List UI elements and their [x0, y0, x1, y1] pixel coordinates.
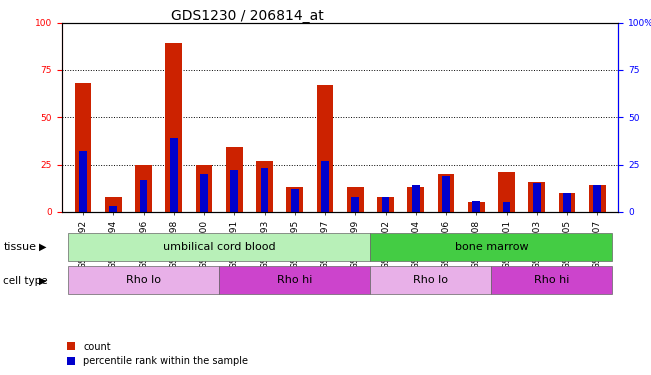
- Text: ▶: ▶: [39, 242, 47, 252]
- Bar: [68, 232, 370, 261]
- Legend: count, percentile rank within the sample: count, percentile rank within the sample: [66, 342, 248, 366]
- Bar: [498, 172, 515, 212]
- Bar: [533, 183, 540, 212]
- Bar: [473, 201, 480, 212]
- Bar: [68, 266, 219, 294]
- Text: bone marrow: bone marrow: [454, 242, 528, 252]
- Bar: [503, 202, 510, 212]
- Bar: [370, 232, 613, 261]
- Bar: [219, 266, 370, 294]
- Bar: [316, 85, 333, 212]
- Bar: [170, 138, 178, 212]
- Bar: [75, 83, 91, 212]
- Bar: [594, 185, 601, 212]
- Bar: [286, 187, 303, 212]
- Bar: [377, 197, 394, 212]
- Bar: [352, 197, 359, 212]
- Bar: [381, 197, 389, 212]
- Bar: [196, 165, 212, 212]
- Bar: [256, 161, 273, 212]
- Bar: [261, 168, 268, 212]
- Bar: [291, 189, 299, 212]
- Bar: [165, 44, 182, 212]
- Bar: [109, 206, 117, 212]
- Bar: [79, 151, 87, 212]
- Text: ▶: ▶: [39, 276, 47, 285]
- Bar: [529, 182, 545, 212]
- Bar: [492, 266, 613, 294]
- Bar: [321, 161, 329, 212]
- Bar: [468, 202, 484, 212]
- Bar: [559, 193, 575, 212]
- Text: Rho lo: Rho lo: [126, 275, 161, 285]
- Text: tissue: tissue: [3, 242, 36, 252]
- Bar: [412, 185, 419, 212]
- Bar: [135, 165, 152, 212]
- Text: Rho hi: Rho hi: [277, 275, 312, 285]
- Text: Rho hi: Rho hi: [534, 275, 570, 285]
- Bar: [370, 266, 492, 294]
- Text: umbilical cord blood: umbilical cord blood: [163, 242, 275, 252]
- Text: cell type: cell type: [3, 276, 48, 285]
- Bar: [105, 197, 122, 212]
- Bar: [201, 174, 208, 212]
- Bar: [230, 170, 238, 212]
- Bar: [140, 180, 147, 212]
- Bar: [408, 187, 424, 212]
- Bar: [437, 174, 454, 212]
- Text: GDS1230 / 206814_at: GDS1230 / 206814_at: [171, 9, 324, 23]
- Bar: [442, 176, 450, 212]
- Bar: [226, 147, 243, 212]
- Bar: [563, 193, 571, 212]
- Bar: [589, 185, 605, 212]
- Text: Rho lo: Rho lo: [413, 275, 449, 285]
- Bar: [347, 187, 364, 212]
